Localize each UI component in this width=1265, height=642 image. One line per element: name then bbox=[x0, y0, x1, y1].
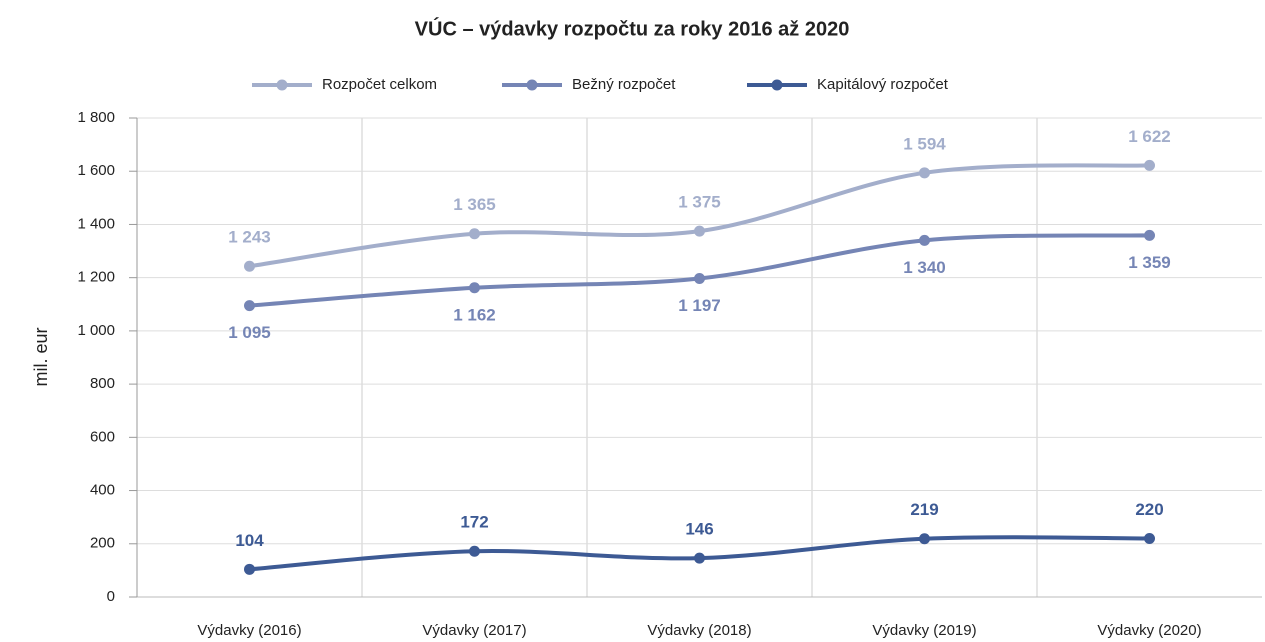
data-point bbox=[244, 300, 255, 312]
data-label: 172 bbox=[460, 513, 488, 532]
legend-marker bbox=[771, 79, 783, 91]
data-point bbox=[1144, 532, 1155, 544]
data-label: 1 375 bbox=[678, 193, 721, 212]
data-label: 1 594 bbox=[903, 134, 946, 153]
y-tick-label: 400 bbox=[90, 482, 115, 499]
legend-label: Kapitálový rozpočet bbox=[817, 76, 949, 93]
data-label: 1 340 bbox=[903, 258, 946, 277]
legend-label: Bežný rozpočet bbox=[572, 76, 676, 93]
x-tick-label: Výdavky (2018) bbox=[647, 622, 751, 639]
y-tick-label: 1 600 bbox=[77, 162, 115, 179]
y-tick-label: 1 400 bbox=[77, 215, 115, 232]
y-tick-label: 600 bbox=[90, 428, 115, 445]
legend-label: Rozpočet celkom bbox=[322, 76, 437, 93]
y-tick-label: 800 bbox=[90, 375, 115, 392]
y-tick-label: 1 000 bbox=[77, 322, 115, 339]
data-label: 1 243 bbox=[228, 228, 271, 247]
data-point bbox=[694, 225, 705, 237]
data-point bbox=[919, 234, 930, 246]
data-label: 1 197 bbox=[678, 296, 721, 315]
x-tick-label: Výdavky (2016) bbox=[197, 622, 301, 639]
data-point bbox=[1144, 229, 1155, 241]
data-point bbox=[244, 260, 255, 272]
data-point bbox=[919, 167, 930, 179]
data-label: 104 bbox=[235, 531, 264, 550]
series-line bbox=[249, 163, 1150, 269]
data-point bbox=[694, 552, 705, 564]
data-point bbox=[244, 563, 255, 575]
data-label: 220 bbox=[1135, 500, 1163, 519]
data-label: 1 359 bbox=[1128, 253, 1171, 272]
legend-marker bbox=[276, 79, 288, 91]
x-tick-label: Výdavky (2019) bbox=[872, 622, 976, 639]
data-point bbox=[469, 228, 480, 240]
data-label: 1 162 bbox=[453, 305, 496, 324]
y-tick-label: 200 bbox=[90, 535, 115, 552]
data-label: 219 bbox=[910, 500, 938, 519]
data-label: 1 095 bbox=[228, 323, 271, 342]
chart-title: VÚC – výdavky rozpočtu za roky 2016 až 2… bbox=[415, 16, 850, 40]
x-tick-label: Výdavky (2017) bbox=[422, 622, 526, 639]
data-label: 1 622 bbox=[1128, 127, 1171, 146]
data-label: 146 bbox=[685, 520, 713, 539]
data-point bbox=[469, 545, 480, 557]
data-point bbox=[919, 533, 930, 545]
x-tick-label: Výdavky (2020) bbox=[1097, 622, 1201, 639]
y-axis-label: mil. eur bbox=[31, 327, 51, 386]
y-tick-label: 1 200 bbox=[77, 269, 115, 286]
y-tick-label: 1 800 bbox=[77, 109, 115, 126]
data-point bbox=[694, 272, 705, 284]
data-point bbox=[1144, 159, 1155, 171]
legend-marker bbox=[526, 79, 538, 91]
y-tick-label: 0 bbox=[107, 588, 115, 605]
data-point bbox=[469, 282, 480, 294]
data-label: 1 365 bbox=[453, 195, 496, 214]
